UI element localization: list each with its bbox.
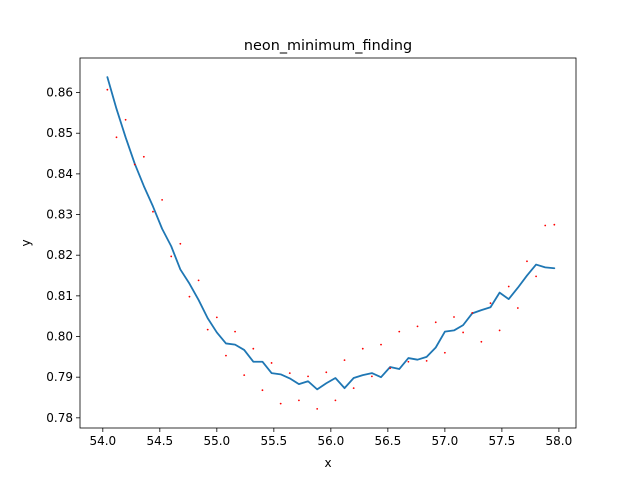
- y-tick-label: 0.80: [46, 330, 73, 344]
- y-tick-label: 0.81: [46, 289, 73, 303]
- y-tick-label: 0.83: [46, 208, 73, 222]
- scatter-point: [197, 279, 200, 282]
- y-tick-label: 0.79: [46, 370, 73, 384]
- scatter-point: [352, 387, 355, 390]
- scatter-point: [389, 367, 392, 370]
- scatter-point: [252, 347, 255, 350]
- x-tick-label: 57.0: [432, 434, 459, 448]
- y-axis-ticks: 0.78 0.79 0.80 0.81 0.82 0.83 0.84 0.85 0.86: [46, 86, 80, 425]
- scatter-point: [343, 359, 346, 361]
- scatter-point: [115, 136, 118, 139]
- y-tick-label: 0.85: [46, 126, 73, 140]
- scatter-point: [161, 199, 164, 201]
- plot-layer: [106, 76, 556, 410]
- y-axis-label: y: [19, 239, 33, 246]
- axes-frame: [79, 57, 577, 429]
- x-axis-label: x: [324, 456, 331, 470]
- scatter-point: [325, 371, 328, 374]
- x-tick-label: 54.5: [146, 434, 173, 448]
- scatter-point: [425, 360, 428, 362]
- x-tick-label: 54.0: [89, 434, 116, 448]
- scatter-point: [270, 362, 273, 364]
- scatter-point: [225, 354, 227, 357]
- scatter-point: [535, 275, 537, 278]
- scatter-point: [261, 389, 264, 392]
- scatter-point: [215, 316, 218, 319]
- scatter-point: [142, 155, 145, 158]
- scatter-point: [170, 255, 173, 258]
- scatter-point: [489, 302, 492, 305]
- x-tick-label: 55.5: [260, 434, 287, 448]
- scatter-point: [188, 295, 191, 298]
- scatter-point: [179, 242, 182, 245]
- y-tick-label: 0.86: [46, 86, 73, 100]
- scatter-point: [398, 330, 401, 333]
- scatter-point: [124, 118, 127, 121]
- scatter-point: [334, 399, 337, 402]
- scatter-point: [516, 307, 519, 309]
- scatter-point: [152, 210, 154, 213]
- x-tick-label: 57.5: [489, 434, 516, 448]
- scatter-point: [407, 360, 410, 363]
- scatter-point: [443, 351, 446, 354]
- scatter-point: [279, 402, 282, 405]
- x-axis-ticks: 54.0 54.5 55.0 55.5 56.0 56.5 57.0 57.5 58.0: [89, 428, 572, 448]
- scatter-point: [234, 330, 236, 333]
- scatter-point: [526, 260, 528, 263]
- scatter-point: [416, 325, 419, 328]
- y-tick-label: 0.78: [46, 411, 73, 425]
- x-tick-label: 56.0: [317, 434, 344, 448]
- scatter-point: [106, 88, 109, 91]
- scatter-point: [298, 399, 300, 402]
- scatter-point: [507, 285, 510, 288]
- scatter-point: [471, 312, 474, 314]
- scatter-point: [544, 224, 547, 227]
- series-line: [106, 76, 556, 391]
- scatter-point: [371, 375, 373, 378]
- scatter-point: [480, 340, 483, 343]
- y-tick-label: 0.82: [46, 248, 73, 262]
- scatter-point: [453, 316, 455, 318]
- x-tick-label: 55.0: [203, 434, 230, 448]
- scatter-point: [361, 347, 364, 350]
- scatter-point: [462, 331, 465, 334]
- scatter-point: [133, 163, 136, 166]
- scatter-point: [243, 374, 246, 377]
- chart-title: neon_minimum_finding: [244, 38, 412, 54]
- scatter-point: [288, 372, 291, 375]
- x-tick-label: 56.5: [375, 434, 402, 448]
- y-tick-label: 0.84: [46, 167, 73, 181]
- scatter-point: [206, 328, 209, 331]
- scatter-point: [380, 343, 382, 346]
- scatter-point: [316, 407, 319, 410]
- scatter-point: [434, 321, 437, 324]
- scatter-point: [307, 375, 309, 378]
- scatter-point: [553, 223, 556, 226]
- scatter-point: [498, 329, 501, 332]
- x-tick-label: 58.0: [546, 434, 573, 448]
